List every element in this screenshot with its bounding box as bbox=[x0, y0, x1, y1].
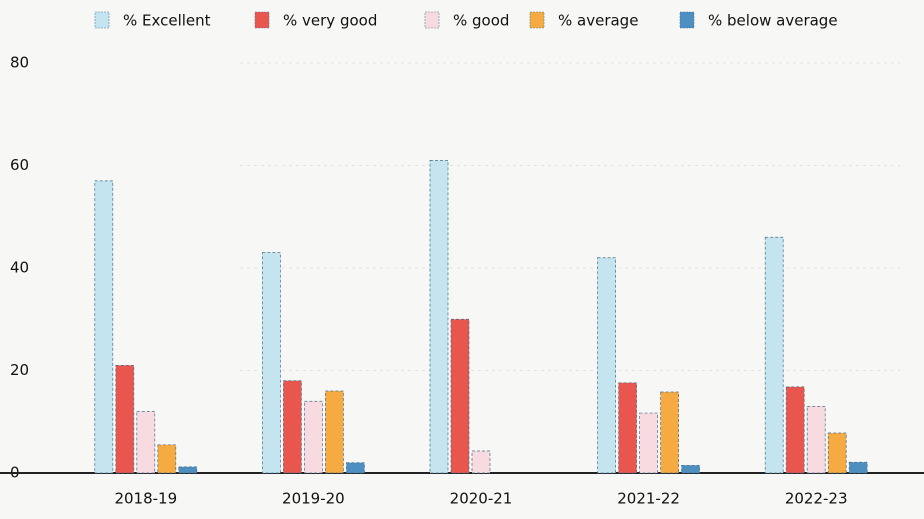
bar bbox=[764, 236, 784, 474]
bar bbox=[639, 412, 658, 474]
y-tick-label: 60 bbox=[10, 156, 29, 174]
legend-label: % below average bbox=[708, 12, 838, 30]
x-tick-label: 2020-21 bbox=[450, 490, 513, 508]
bar bbox=[136, 411, 156, 474]
bar bbox=[848, 461, 868, 474]
bar bbox=[304, 400, 323, 474]
x-tick-label: 2021-22 bbox=[617, 490, 680, 508]
bar bbox=[429, 160, 449, 474]
y-tick-label: 40 bbox=[10, 259, 29, 277]
bar bbox=[94, 180, 114, 474]
legend-label: % good bbox=[453, 12, 509, 30]
legend-swatch bbox=[254, 11, 270, 29]
legend-swatch bbox=[529, 11, 545, 29]
y-tick-label: 20 bbox=[10, 361, 29, 379]
bar bbox=[346, 462, 365, 474]
bar bbox=[178, 466, 198, 474]
bar bbox=[618, 382, 637, 474]
bar bbox=[597, 257, 616, 474]
bar bbox=[262, 252, 281, 474]
legend-swatch bbox=[94, 11, 110, 29]
bar bbox=[471, 450, 491, 474]
x-tick-label: 2019-20 bbox=[282, 490, 345, 508]
x-tick-label: 2018-19 bbox=[114, 490, 177, 508]
bar bbox=[681, 464, 700, 474]
legend-label: % Excellent bbox=[123, 12, 211, 30]
bar bbox=[806, 406, 826, 474]
legend-label: % average bbox=[558, 12, 638, 30]
bar bbox=[115, 365, 135, 474]
y-tick-label: 80 bbox=[10, 54, 29, 72]
bar bbox=[450, 318, 470, 474]
legend-label: % very good bbox=[283, 12, 377, 30]
bar bbox=[827, 432, 847, 474]
bar bbox=[157, 444, 177, 474]
bar bbox=[660, 391, 679, 474]
legend-swatch bbox=[679, 11, 695, 29]
bar bbox=[785, 386, 805, 474]
bar bbox=[325, 390, 344, 474]
x-tick-label: 2022-23 bbox=[785, 490, 848, 508]
legend-swatch bbox=[424, 11, 440, 29]
bar bbox=[283, 380, 302, 474]
